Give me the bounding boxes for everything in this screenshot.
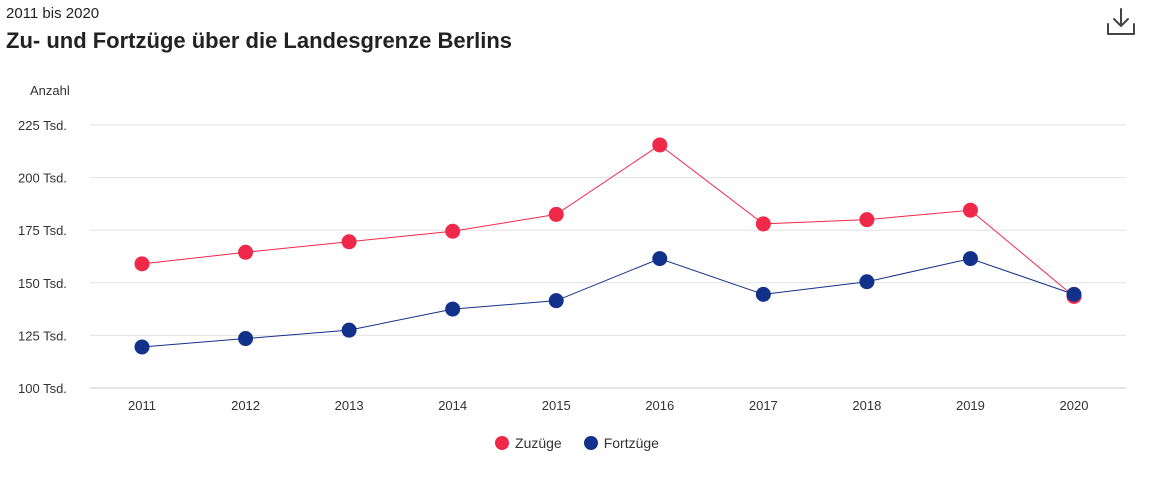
y-tick-label: 225 Tsd. — [18, 118, 67, 133]
series — [134, 137, 1082, 355]
y-tick-label: 100 Tsd. — [18, 381, 67, 396]
data-point[interactable] — [341, 234, 357, 250]
data-point[interactable] — [341, 322, 357, 338]
data-point[interactable] — [652, 137, 668, 153]
data-point[interactable] — [859, 274, 875, 290]
data-point[interactable] — [134, 256, 150, 272]
y-tick-label: 150 Tsd. — [18, 276, 67, 291]
x-tick-label: 2012 — [231, 398, 260, 413]
legend: Zuzüge Fortzüge — [0, 435, 1154, 451]
data-point[interactable] — [652, 251, 668, 267]
series-line — [141, 144, 1075, 297]
legend-label: Zuzüge — [515, 435, 562, 451]
legend-marker — [495, 436, 510, 450]
x-tick-label: 2016 — [645, 398, 674, 413]
x-tick-label: 2015 — [542, 398, 571, 413]
data-point[interactable] — [755, 216, 771, 232]
data-point[interactable] — [962, 251, 978, 267]
y-tick-label: 175 Tsd. — [18, 223, 67, 238]
legend-item-fortzuege[interactable]: Fortzüge — [583, 435, 659, 451]
data-point[interactable] — [238, 331, 254, 347]
chart-subtitle: 2011 bis 2020 — [6, 5, 100, 22]
y-tick-labels: 100 Tsd. 125 Tsd. 150 Tsd. 175 Tsd. 200 Tsd.… — [18, 118, 67, 396]
x-tick-label: 2011 — [128, 398, 156, 413]
legend-item-zuzuege[interactable]: Zuzüge — [495, 435, 562, 451]
data-point[interactable] — [445, 301, 461, 317]
x-tick-label: 2017 — [749, 398, 778, 413]
data-point[interactable] — [962, 202, 978, 218]
x-tick-label: 2014 — [438, 398, 467, 413]
download-icon[interactable] — [1105, 6, 1137, 38]
x-tick-label: 2013 — [335, 398, 364, 413]
y-axis-label: Anzahl — [30, 83, 70, 98]
legend-label: Fortzüge — [603, 435, 659, 451]
data-point[interactable] — [1066, 286, 1082, 302]
data-point[interactable] — [548, 293, 564, 309]
data-point[interactable] — [859, 212, 875, 228]
x-tick-label: 2020 — [1060, 398, 1089, 413]
data-point[interactable] — [134, 339, 150, 355]
gridlines — [90, 124, 1126, 389]
series-zuzuege — [134, 137, 1082, 304]
data-point[interactable] — [755, 286, 771, 302]
legend-marker — [583, 436, 598, 450]
data-point[interactable] — [548, 206, 564, 222]
x-tick-labels: 2011 2012 2013 2014 2015 2016 2017 2018 2019 2020 — [128, 398, 1088, 413]
y-tick-label: 125 Tsd. — [18, 328, 67, 343]
chart-title: Zu- und Fortzüge über die Landesgrenze B… — [6, 28, 513, 53]
series-line — [141, 258, 1075, 348]
data-point[interactable] — [238, 244, 254, 260]
series-fortzuege — [134, 251, 1082, 355]
x-tick-label: 2019 — [956, 398, 985, 413]
y-tick-label: 200 Tsd. — [18, 171, 67, 186]
x-tick-label: 2018 — [852, 398, 881, 413]
data-point[interactable] — [445, 223, 461, 239]
